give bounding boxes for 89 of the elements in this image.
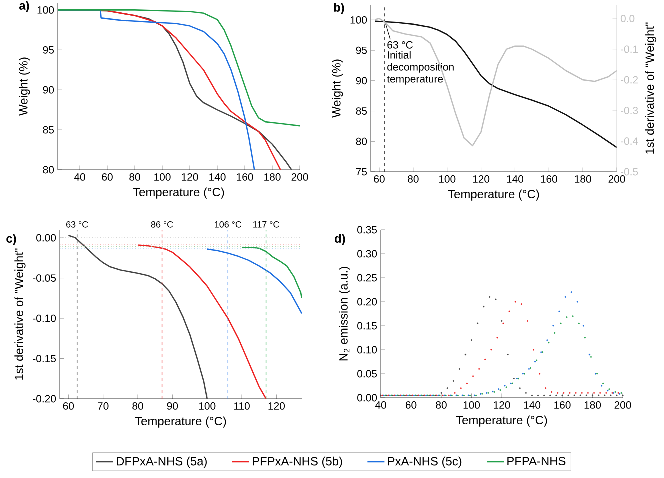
x-axis-title: Temperature (°C)	[456, 416, 548, 427]
legend-label: DFPxA-NHS (5a)	[117, 456, 207, 468]
x-tick-label: 160	[237, 174, 254, 181]
y-tick-label: 0.10	[358, 346, 378, 354]
x-tick-label: 60	[63, 402, 74, 410]
x-tick-label: 40	[375, 402, 386, 409]
legend-label: PFPA-NHS	[508, 457, 566, 466]
x-tick-label: 120	[473, 176, 490, 183]
y2-tick-label: -0.3	[620, 107, 638, 114]
x-tick-label: 60	[406, 402, 417, 409]
x-tick-label: 60	[374, 176, 385, 183]
y-tick-label: -0.05	[33, 274, 56, 282]
y-tick-label: 0.30	[358, 250, 378, 258]
y-tick-label: 85	[43, 126, 54, 134]
y-tick-label: 0.15	[358, 322, 378, 330]
x-tick-label: 100	[154, 174, 171, 181]
annotation: Initial decomposition temperature	[387, 51, 454, 85]
chart-title: b)	[334, 3, 344, 14]
x-tick-label: 180	[584, 402, 602, 409]
ref-line-label: 63 °C	[66, 221, 88, 228]
x-tick-label: 90	[167, 402, 178, 410]
y-tick-label: 100	[350, 16, 368, 24]
y-axis-title: 1st derivative of "Weight"	[14, 248, 26, 380]
y-tick-label: 100	[38, 6, 54, 14]
y-tick-label: -0.10	[33, 314, 56, 322]
x-tick-label: 200	[608, 176, 626, 183]
y-axis-title: N$_{2}$ emission (a.u.)	[339, 267, 350, 361]
x-tick-label: 80	[408, 176, 419, 183]
ref-line-label: 117 °C	[254, 221, 280, 228]
ref-line-label: 86 °C	[151, 221, 174, 228]
x-tick-label: 140	[210, 174, 226, 181]
y-tick-label: 0.00	[358, 394, 378, 402]
x-tick-label: 120	[182, 174, 198, 181]
y-tick-label: 80	[356, 138, 368, 146]
chart-title: d)	[335, 234, 346, 246]
x-axis-title: Temperature (°C)	[133, 188, 224, 199]
annotation: 63 °C	[388, 41, 413, 49]
x-tick-label: 180	[575, 176, 592, 183]
chart-title: c)	[6, 234, 16, 246]
x-tick-label: 160	[541, 176, 558, 183]
x-tick-label: 100	[464, 402, 480, 409]
y-axis-title: Weight (%)	[332, 60, 344, 118]
y-tick-label: 75	[356, 168, 368, 176]
y-tick-label: -0.15	[33, 355, 56, 362]
y-tick-label: 95	[356, 46, 368, 54]
x-tick-label: 180	[264, 174, 281, 181]
y-tick-label: -0.20	[33, 395, 56, 403]
legend-label: PxA-NHS (5c)	[388, 456, 462, 468]
y-tick-label: 0.20	[358, 298, 378, 306]
y-tick-label: 0.05	[358, 370, 378, 378]
line-series	[137, 244, 267, 399]
y-tick-label: 90	[43, 86, 54, 94]
x-tick-label: 200	[292, 174, 308, 181]
y2-tick-label: -0.4	[620, 138, 638, 146]
x-tick-label: 140	[507, 176, 524, 183]
x-tick-label: 120	[494, 402, 510, 409]
y2-tick-label: -0.1	[620, 46, 638, 54]
y-axis-title: Weight (%)	[19, 58, 30, 116]
x-tick-label: 100	[199, 402, 216, 410]
y-tick-label: 0.00	[36, 234, 56, 242]
y-tick-label: 95	[43, 46, 54, 54]
x-tick-label: 140	[524, 402, 541, 409]
y2-tick-label: -0.5	[620, 168, 638, 176]
line-series	[241, 247, 302, 300]
x-axis-title: Temperature (°C)	[135, 416, 226, 428]
x-tick-label: 100	[439, 176, 456, 183]
y-tick-label: 0.25	[358, 274, 378, 282]
x-tick-label: 120	[268, 402, 286, 410]
y-tick-label: 90	[356, 77, 368, 85]
y-tick-label: 0.35	[358, 226, 378, 234]
y2-tick-label: 0.0	[620, 15, 635, 22]
y-tick-label: 85	[356, 108, 368, 115]
x-tick-label: 160	[554, 402, 571, 409]
x-tick-label: 60	[102, 174, 113, 181]
x-tick-label: 200	[614, 402, 632, 409]
chart-title: a)	[20, 1, 30, 12]
line-series	[206, 248, 302, 314]
ref-line-label: 106 °C	[215, 221, 242, 228]
y2-axis-title: 1st derivative of "Weight"	[645, 22, 657, 154]
y2-tick-label: -0.2	[620, 76, 638, 84]
x-tick-label: 80	[130, 174, 140, 181]
y-tick-label: 80	[43, 166, 54, 174]
x-tick-label: 40	[74, 174, 86, 181]
legend-label: PFPxA-NHS (5b)	[253, 456, 342, 468]
x-tick-label: 80	[436, 402, 447, 409]
x-tick-label: 70	[98, 402, 109, 410]
x-tick-label: 80	[132, 402, 144, 410]
x-tick-label: 110	[234, 402, 250, 410]
x-axis-title: Temperature (°C)	[448, 190, 540, 201]
